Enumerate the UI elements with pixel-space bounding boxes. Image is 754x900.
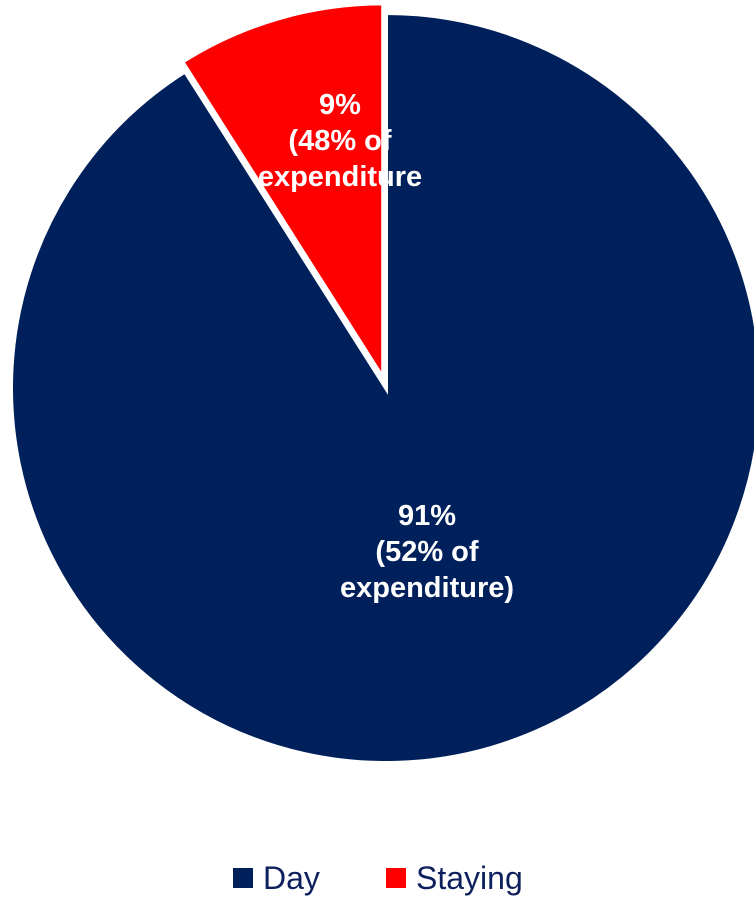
slice-label-line: 9% xyxy=(319,89,361,121)
legend-label-staying: Staying xyxy=(416,860,523,896)
pie-slices xyxy=(9,1,754,765)
slice-label-line: (48% of xyxy=(288,125,391,157)
legend: Day Staying xyxy=(233,860,523,896)
slice-label-staying: 9% (48% of expenditure xyxy=(258,89,422,193)
slice-label-line: (52% of xyxy=(375,536,478,568)
pie-slice-staying xyxy=(179,1,386,386)
legend-label-day: Day xyxy=(263,860,320,896)
legend-swatch-staying xyxy=(386,868,406,888)
slice-labels: 91% (52% of expenditure) 9% (48% of expenditu… xyxy=(258,89,514,604)
slice-label-line: 91% xyxy=(398,500,456,532)
legend-swatch-day xyxy=(233,868,253,888)
slice-label-day: 91% (52% of expenditure) xyxy=(340,500,514,604)
pie-slice-day xyxy=(9,10,754,765)
slice-label-line: expenditure) xyxy=(340,572,514,604)
slice-label-line: expenditure xyxy=(258,161,422,193)
